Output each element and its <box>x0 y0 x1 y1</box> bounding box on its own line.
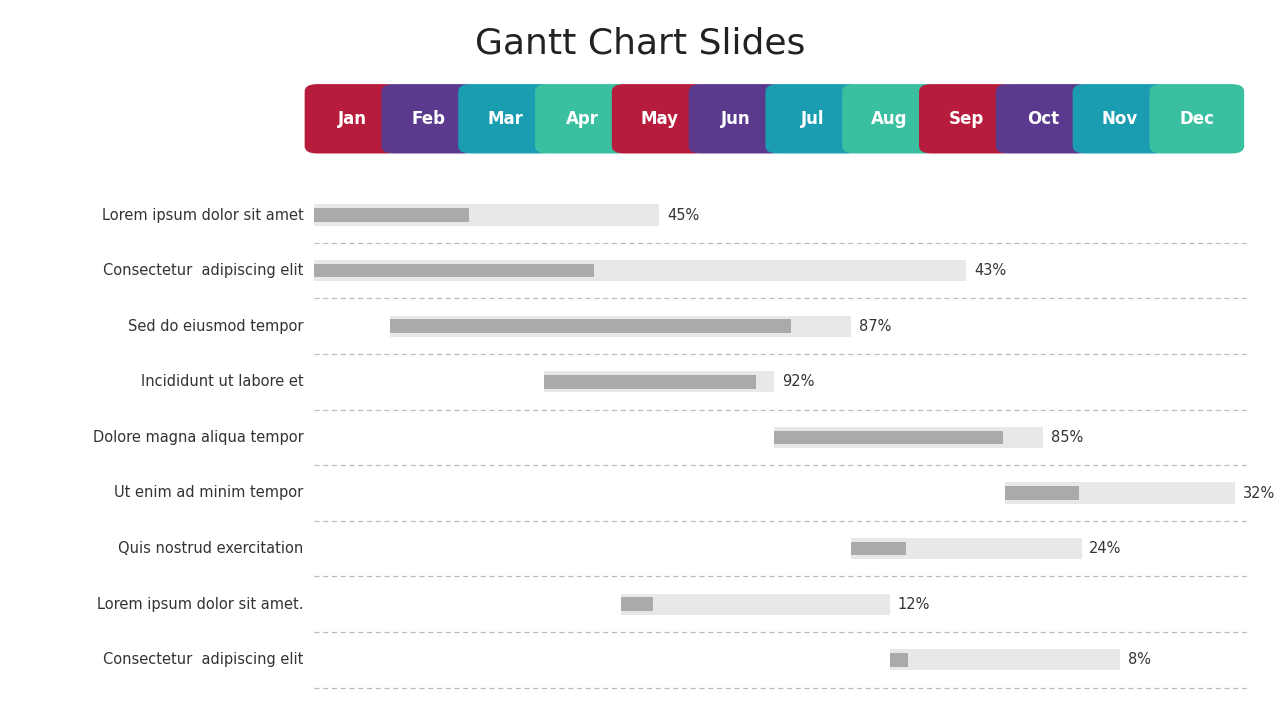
Text: 45%: 45% <box>667 207 699 222</box>
Text: 92%: 92% <box>782 374 814 390</box>
Text: Jan: Jan <box>338 110 366 128</box>
Text: Gantt Chart Slides: Gantt Chart Slides <box>475 26 805 60</box>
Text: 12%: 12% <box>897 597 929 612</box>
Text: Dec: Dec <box>1179 110 1215 128</box>
Text: Lorem ipsum dolor sit amet.: Lorem ipsum dolor sit amet. <box>97 597 303 612</box>
Text: Ut enim ad minim tempor: Ut enim ad minim tempor <box>114 485 303 500</box>
Text: Dolore magna aliqua tempor: Dolore magna aliqua tempor <box>92 430 303 445</box>
Text: Consectetur  adipiscing elit: Consectetur adipiscing elit <box>102 263 303 278</box>
Text: 87%: 87% <box>859 319 891 333</box>
Text: 85%: 85% <box>1051 430 1083 445</box>
Text: Mar: Mar <box>488 110 524 128</box>
Text: Quis nostrud exercitation: Quis nostrud exercitation <box>118 541 303 556</box>
Text: Nov: Nov <box>1102 110 1138 128</box>
Text: Feb: Feb <box>412 110 445 128</box>
Text: Lorem ipsum dolor sit amet: Lorem ipsum dolor sit amet <box>101 207 303 222</box>
Text: Jul: Jul <box>801 110 824 128</box>
Text: 43%: 43% <box>974 263 1006 278</box>
Text: Apr: Apr <box>566 110 599 128</box>
Text: 32%: 32% <box>1243 485 1275 500</box>
Text: Aug: Aug <box>872 110 908 128</box>
Text: Incididunt ut labore et: Incididunt ut labore et <box>141 374 303 390</box>
Text: Sep: Sep <box>948 110 984 128</box>
Text: Oct: Oct <box>1027 110 1060 128</box>
Text: Consectetur  adipiscing elit: Consectetur adipiscing elit <box>102 652 303 667</box>
Text: 24%: 24% <box>1089 541 1121 556</box>
Text: Sed do eiusmod tempor: Sed do eiusmod tempor <box>128 319 303 333</box>
Text: May: May <box>640 110 678 128</box>
Text: 8%: 8% <box>1128 652 1151 667</box>
Text: Jun: Jun <box>721 110 751 128</box>
